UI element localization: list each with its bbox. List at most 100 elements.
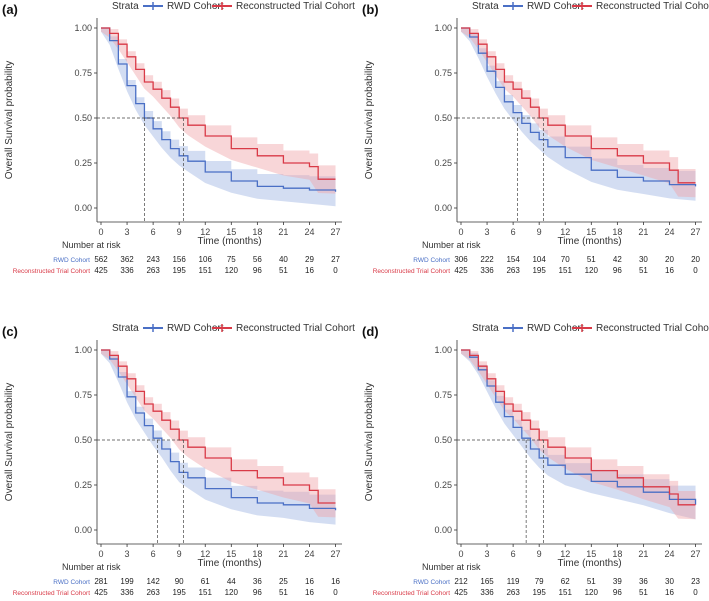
y-tick-label: 1.00 [434,23,452,33]
x-axis-title: Time (months) [557,558,621,569]
x-tick-label: 18 [612,227,622,237]
legend-strata-title: Strata [112,1,139,12]
risk-count: 362 [120,255,134,264]
panel-a: (a) Strata RWD Cohort Reconstructed Trial C… [2,1,355,275]
risk-count: 40 [279,255,288,264]
risk-count: 263 [146,588,160,597]
risk-count: 120 [225,266,239,275]
trial-ci-band [461,28,696,198]
risk-count: 51 [587,255,596,264]
risk-count: 36 [253,577,262,586]
risk-count: 0 [693,266,698,275]
x-tick-label: 6 [511,227,516,237]
risk-row-label: Reconstructed Trial Cohort [13,590,91,597]
risk-count: 96 [613,588,622,597]
risk-count: 36 [639,577,648,586]
y-tick-label: 0.00 [74,203,92,213]
y-tick-label: 0.25 [74,480,92,490]
x-tick-label: 12 [200,549,210,559]
panel-c: (c) Strata RWD Cohort Reconstructed Trial C… [2,323,355,597]
risk-count: 0 [333,588,338,597]
x-tick-label: 9 [537,227,542,237]
x-tick-label: 21 [278,227,288,237]
risk-table-title: Number at risk [62,240,121,250]
risk-table-title: Number at risk [422,562,481,572]
risk-count: 151 [559,266,573,275]
y-tick-label: 1.00 [74,23,92,33]
x-tick-label: 18 [252,227,262,237]
legend-rwd-label: RWD Cohort [167,1,224,12]
risk-count: 222 [480,255,494,264]
x-axis-title: Time (months) [557,236,621,247]
x-tick-label: 9 [177,549,182,559]
risk-count: 25 [279,577,288,586]
rwd-ci-band [101,350,336,525]
risk-count: 20 [665,255,674,264]
x-tick-label: 24 [304,549,314,559]
risk-count: 51 [639,588,648,597]
x-tick-label: 18 [252,549,262,559]
risk-row-label: Reconstructed Trial Cohort [373,268,451,275]
risk-count: 212 [454,577,468,586]
y-tick-label: 0.25 [434,480,452,490]
risk-count: 154 [506,255,520,264]
y-tick-label: 0.75 [74,68,92,78]
risk-count: 16 [665,266,674,275]
risk-count: 195 [172,588,186,597]
rwd-ci-band [461,350,696,520]
trial-survival-curve [461,349,696,506]
risk-count: 243 [146,255,160,264]
risk-count: 30 [665,577,674,586]
risk-count: 151 [559,588,573,597]
x-tick-label: 12 [200,227,210,237]
y-tick-label: 0.75 [434,390,452,400]
legend-trial-label: Reconstructed Trial Cohort [236,323,355,334]
risk-count: 425 [454,588,468,597]
risk-count: 104 [532,255,546,264]
risk-count: 56 [253,255,262,264]
risk-count: 151 [199,588,213,597]
y-tick-label: 0.75 [74,390,92,400]
legend-rwd-label: RWD Cohort [527,323,584,334]
y-tick-label: 0.50 [434,435,452,445]
x-tick-label: 3 [125,549,130,559]
risk-count: 16 [665,588,674,597]
legend-strata-title: Strata [112,323,139,334]
x-tick-label: 27 [691,549,701,559]
risk-count: 30 [639,255,648,264]
x-tick-label: 21 [638,227,648,237]
y-tick-label: 1.00 [74,345,92,355]
x-axis-title: Time (months) [197,236,261,247]
risk-row-label: RWD Cohort [53,257,90,264]
risk-count: 336 [120,588,134,597]
risk-table-title: Number at risk [62,562,121,572]
risk-count: 336 [120,266,134,275]
panel-label: (a) [2,2,18,17]
risk-table-title: Number at risk [422,240,481,250]
rwd-ci-band [101,28,336,207]
risk-count: 195 [532,266,546,275]
risk-row-label: RWD Cohort [413,579,450,586]
risk-count: 151 [199,266,213,275]
y-axis-title: Overall Survival probability [4,383,15,501]
x-tick-label: 9 [537,549,542,559]
risk-count: 70 [561,255,570,264]
x-tick-label: 24 [664,227,674,237]
risk-count: 281 [94,577,108,586]
risk-count: 336 [480,266,494,275]
risk-count: 195 [172,266,186,275]
y-axis-title: Overall Survival probability [364,61,375,179]
x-tick-label: 27 [691,227,701,237]
risk-count: 42 [613,255,622,264]
risk-count: 195 [532,588,546,597]
legend-strata-title: Strata [472,323,499,334]
x-tick-label: 6 [511,549,516,559]
rwd-ci-band [461,28,696,201]
rwd-survival-curve [461,27,697,187]
x-tick-label: 9 [177,227,182,237]
trial-survival-curve [461,27,696,184]
x-axis-title: Time (months) [197,558,261,569]
risk-count: 425 [94,266,108,275]
trial-survival-curve [101,27,336,180]
